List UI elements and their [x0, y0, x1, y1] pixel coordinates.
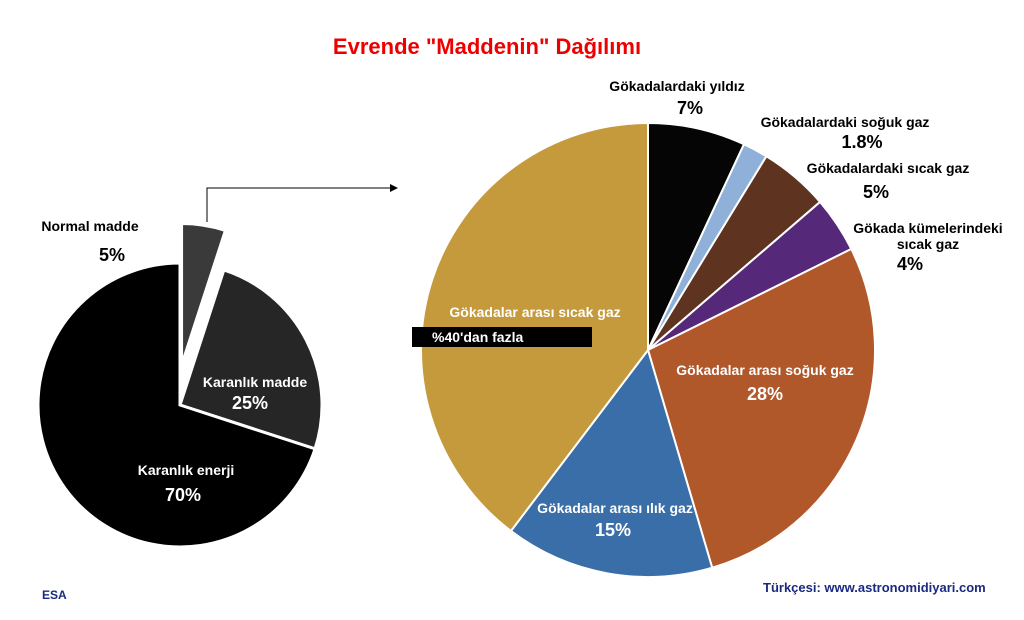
value-label: 5% [862, 182, 890, 202]
arrow [206, 187, 390, 222]
value-label: 70% [164, 485, 202, 505]
pie-slice [180, 221, 228, 366]
slice-label: Gökadalardaki soğuk gaz [760, 114, 930, 130]
slice-label: Gökadalar arası sıcak gaz [449, 304, 621, 320]
value-label: 25% [231, 393, 269, 413]
title: Evrende "Maddenin" Dağılımı [332, 34, 642, 59]
slice-label: Gökadalar arası soğuk gaz [676, 362, 854, 378]
pie-slice [36, 261, 317, 549]
pie-slice [420, 121, 649, 533]
value-label: 5% [98, 245, 126, 265]
value-label: 4% [896, 254, 924, 274]
source: ESA [42, 588, 67, 602]
pie-slice [509, 347, 714, 578]
slice-label: Gökadalardaki sıcak gaz [806, 160, 970, 176]
value-label: 28% [746, 384, 784, 404]
slice-label: Karanlık enerji [137, 462, 235, 478]
slice-label: Karanlık madde [202, 374, 308, 390]
slice-label: Gökadalardaki yıldız [609, 78, 745, 94]
pie-slice [178, 268, 324, 451]
value-label: 1.8% [841, 132, 883, 152]
slice-label: Gökada kümelerindeki sıcak gaz [853, 220, 1003, 252]
value-label: %40'dan fazla [412, 327, 592, 347]
value-label: 15% [594, 520, 632, 540]
pie-slice [646, 247, 876, 569]
credit: Türkçesi: www.astronomidiyari.com [763, 580, 986, 595]
value-label: 7% [676, 98, 704, 118]
arrow-head [390, 184, 398, 192]
slice-label: Gökadalar arası ılık gaz [537, 500, 693, 516]
slice-label: Normal madde [41, 218, 139, 234]
